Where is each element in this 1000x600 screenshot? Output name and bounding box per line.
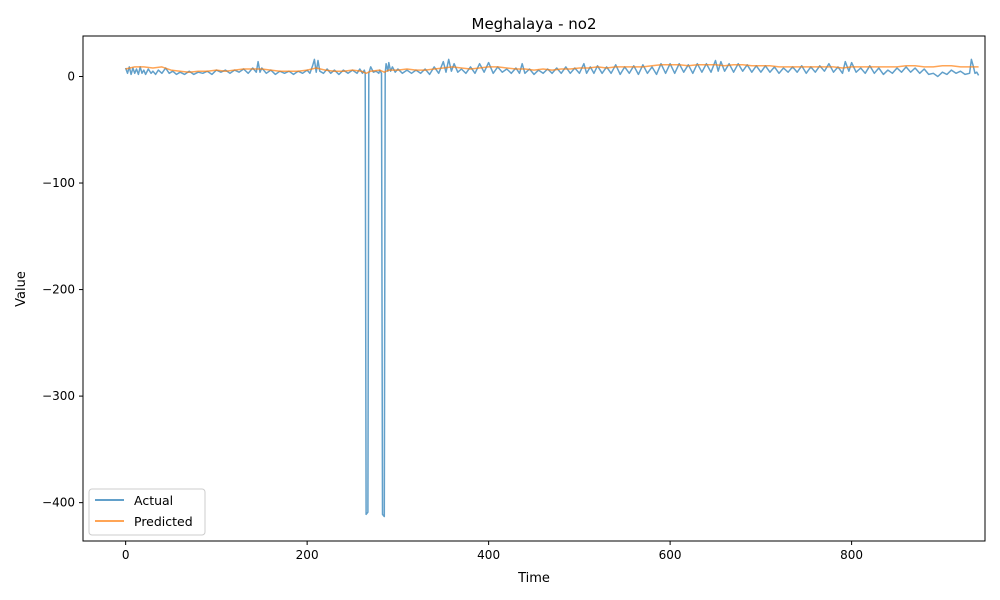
x-tick-label: 200 <box>296 548 319 562</box>
axes-frame <box>82 35 986 542</box>
x-tick-label: 600 <box>659 548 682 562</box>
y-tick-label: −300 <box>42 389 75 403</box>
chart-title: Meghalaya - no2 <box>472 15 597 33</box>
y-tick-label: −400 <box>42 496 75 510</box>
legend-label-actual: Actual <box>134 493 173 508</box>
x-tick-label: 0 <box>122 548 130 562</box>
plot-layer <box>124 58 980 518</box>
y-tick-label: −200 <box>42 283 75 297</box>
y-tick-label: −100 <box>42 176 75 190</box>
legend-label-predicted: Predicted <box>134 514 193 529</box>
legend: Actual Predicted <box>88 488 206 536</box>
series-line-predicted <box>125 64 979 75</box>
x-tick-label: 800 <box>840 548 863 562</box>
y-axis-label: Value <box>14 271 29 307</box>
x-axis: 0 200 400 600 800 <box>122 541 863 562</box>
y-tick-label: 0 <box>67 69 75 83</box>
y-axis: 0 −100 −200 −300 −400 <box>42 69 83 510</box>
x-tick-label: 400 <box>477 548 500 562</box>
x-axis-label: Time <box>517 571 550 586</box>
